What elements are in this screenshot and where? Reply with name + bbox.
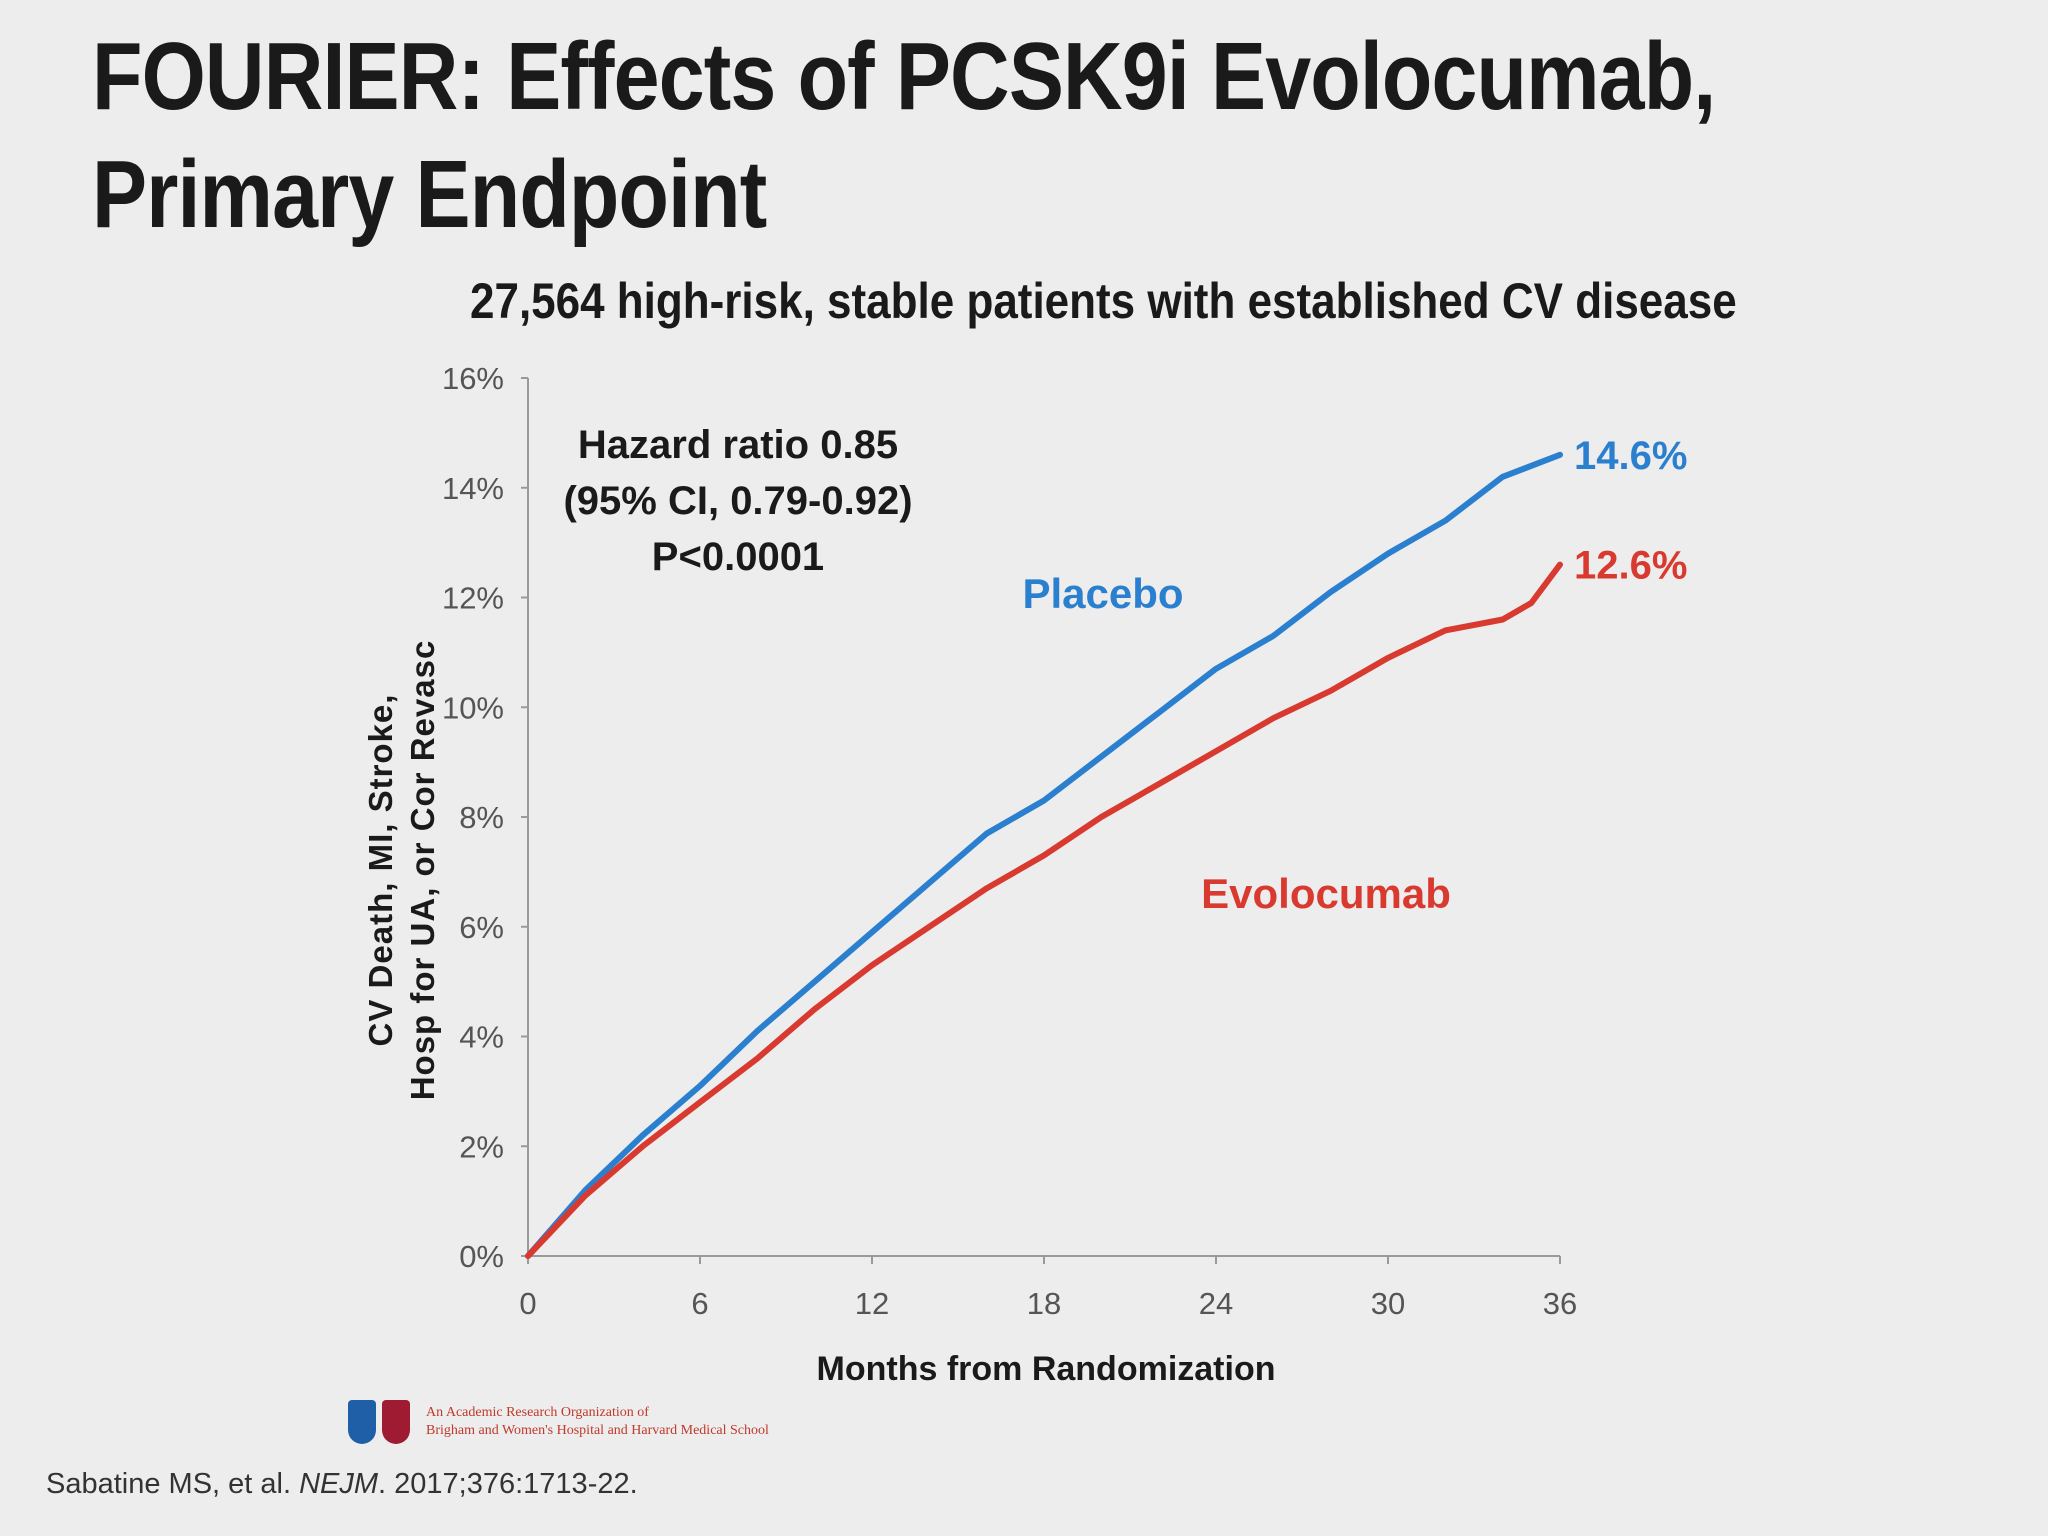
y-axis-title-line-1: CV Death, MI, Stroke, bbox=[362, 694, 399, 1047]
y-tick-label: 16% bbox=[442, 361, 504, 396]
y-tick-label: 6% bbox=[459, 910, 504, 945]
title-line-2: Primary Endpoint bbox=[92, 141, 767, 248]
org-logos: An Academic Research Organization of Bri… bbox=[348, 1400, 769, 1444]
evolocumab-curve bbox=[525, 561, 1563, 1259]
placebo-series-label: Placebo bbox=[1022, 570, 1183, 617]
bwh-shield-icon bbox=[348, 1400, 376, 1444]
org-line-2: Brigham and Women's Hospital and Harvard… bbox=[426, 1423, 769, 1438]
harvard-shield-icon bbox=[382, 1400, 410, 1444]
citation: Sabatine MS, et al. NEJM. 2017;376:1713-… bbox=[46, 1468, 638, 1501]
org-line-1: An Academic Research Organization of bbox=[426, 1405, 649, 1420]
y-axis-title-line-2: Hosp for UA, or Cor Revasc bbox=[404, 640, 441, 1101]
x-axis-title: Months from Randomization bbox=[817, 1350, 1276, 1388]
x-tick-label: 0 bbox=[519, 1286, 536, 1321]
slide-title: FOURIER: Effects of PCSK9i Evolocumab, P… bbox=[92, 18, 1726, 254]
slide-subtitle: 27,564 high-risk, stable patients with e… bbox=[470, 273, 1737, 329]
hazard-annotation-line: Hazard ratio 0.85 bbox=[578, 423, 898, 467]
y-tick-label: 12% bbox=[442, 581, 504, 616]
y-tick-label: 10% bbox=[442, 690, 504, 725]
x-tick-label: 30 bbox=[1371, 1286, 1405, 1321]
title-line-1: FOURIER: Effects of PCSK9i Evolocumab, bbox=[92, 23, 1716, 130]
y-tick-label: 14% bbox=[442, 471, 504, 506]
citation-suffix: . 2017;376:1713-22. bbox=[378, 1468, 638, 1500]
evolocumab-series-label: Evolocumab bbox=[1201, 870, 1451, 917]
chart-axes: 0% 2% 4% 6% 8% 10% 12% 14% 16% 0 6 12 18 24 30 36 bbox=[442, 361, 1577, 1321]
citation-journal: NEJM bbox=[299, 1468, 379, 1500]
hazard-annotation-line: (95% CI, 0.79-0.92) bbox=[563, 479, 912, 523]
y-axis-title: CV Death, MI, Stroke, Hosp for UA, or Cor… bbox=[362, 640, 441, 1101]
x-tick-label: 24 bbox=[1199, 1286, 1233, 1321]
org-text: An Academic Research Organization of Bri… bbox=[426, 1404, 769, 1440]
hazard-annotation-line: P<0.0001 bbox=[652, 535, 824, 579]
chart-series bbox=[525, 451, 1563, 1259]
placebo-curve bbox=[525, 451, 1563, 1259]
placebo-end-value: 14.6% bbox=[1574, 434, 1687, 478]
y-tick-label: 4% bbox=[459, 1020, 504, 1055]
evolocumab-end-value: 12.6% bbox=[1574, 544, 1687, 588]
y-tick-label: 0% bbox=[459, 1239, 504, 1274]
citation-prefix: Sabatine MS, et al. bbox=[46, 1468, 300, 1500]
y-tick-label: 8% bbox=[459, 800, 504, 835]
chart-labels: Months from Randomization CV Death, MI, S… bbox=[362, 423, 1687, 1388]
x-tick-label: 18 bbox=[1027, 1286, 1061, 1321]
y-tick-label: 2% bbox=[459, 1129, 504, 1164]
x-tick-label: 6 bbox=[691, 1286, 708, 1321]
x-tick-label: 36 bbox=[1543, 1286, 1577, 1321]
x-tick-label: 12 bbox=[855, 1286, 889, 1321]
